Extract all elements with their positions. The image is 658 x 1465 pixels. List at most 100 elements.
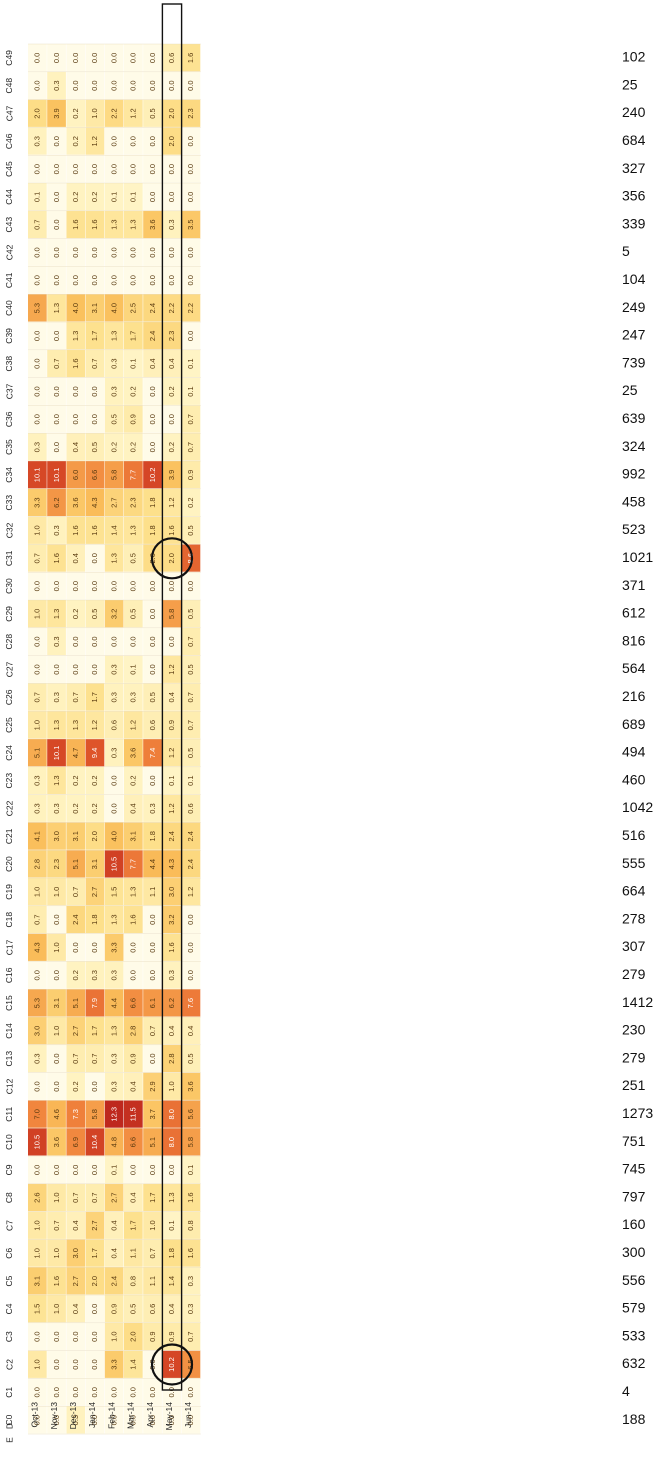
heatmap-cell <box>47 1128 66 1156</box>
heatmap-cell <box>66 1072 86 1100</box>
cell-value: 0.3 <box>109 1081 118 1091</box>
heatmap-cell <box>47 711 66 739</box>
cell-value: 0.0 <box>129 1165 138 1175</box>
heatmap-cell <box>104 933 124 961</box>
cell-value: 0.0 <box>52 275 61 285</box>
heatmap-cell <box>66 322 86 350</box>
heatmap-cell <box>124 905 143 934</box>
cell-value: 1.0 <box>109 1331 118 1341</box>
cell-value: 0.0 <box>90 664 99 674</box>
heatmap-cell <box>66 989 86 1017</box>
cell-value: 5.3 <box>33 998 42 1008</box>
cell-value: 0.3 <box>186 1276 195 1286</box>
heatmap-cell <box>47 933 66 961</box>
cell-value: 0.1 <box>167 775 176 785</box>
heatmap-cell <box>28 405 47 433</box>
cell-value: 1.6 <box>90 219 99 229</box>
cell-value: 0.0 <box>52 53 61 63</box>
cell-value: 0.0 <box>71 664 80 674</box>
heatmap-cell <box>124 850 143 878</box>
cell-value: 5.3 <box>33 303 42 313</box>
cell-value: 1.6 <box>90 525 99 535</box>
cell-value: 8.6 <box>186 553 195 563</box>
heatmap-cell <box>85 71 105 100</box>
heatmap-cell <box>66 961 86 989</box>
heatmap-cell <box>162 349 182 378</box>
category-label: C2 <box>4 1359 14 1370</box>
cell-value: 1.6 <box>71 219 80 229</box>
total-value: 555 <box>622 855 646 871</box>
heatmap-cell <box>162 961 182 989</box>
heatmap-cell <box>66 405 86 433</box>
heatmap-cell <box>143 71 162 100</box>
month-label: Dec-13 <box>68 1402 78 1430</box>
category-label: C11 <box>4 1107 14 1122</box>
heatmap-cell <box>85 516 105 544</box>
heatmap-cell <box>162 1267 182 1295</box>
cell-value: 0.0 <box>148 581 157 591</box>
month-label: Apr-14 <box>145 1402 155 1428</box>
heatmap-cell <box>104 627 124 656</box>
cell-value: 0.9 <box>167 720 176 730</box>
total-value: 160 <box>622 1216 646 1232</box>
cell-value: 3.1 <box>129 831 138 841</box>
cell-value: 3.0 <box>71 1248 80 1258</box>
heatmap-cell <box>143 377 162 405</box>
total-value: 632 <box>622 1355 646 1371</box>
cell-value: 2.4 <box>186 859 195 869</box>
heatmap-cell <box>104 1128 124 1156</box>
heatmap-cell <box>181 1406 201 1434</box>
heatmap-cell <box>47 266 66 294</box>
cell-value: 0.0 <box>186 942 195 952</box>
cell-value: 0.5 <box>186 664 195 674</box>
cell-value: 1.6 <box>186 1192 195 1202</box>
cell-value: 0.7 <box>52 1220 61 1230</box>
heatmap-cell <box>66 349 86 378</box>
heatmap-cell <box>85 405 105 433</box>
cell-value: 9.4 <box>90 748 99 758</box>
heatmap-cell <box>124 572 143 600</box>
cell-value: 10.2 <box>167 1357 176 1372</box>
heatmap-cell <box>162 1128 182 1156</box>
heatmap-cell <box>28 294 47 322</box>
heatmap-cell <box>85 210 105 239</box>
cell-value: 0.0 <box>167 636 176 646</box>
cell-value: 1.1 <box>148 887 157 897</box>
total-value: 307 <box>622 938 646 954</box>
heatmap-cell <box>124 989 143 1017</box>
heatmap-cell <box>181 516 201 544</box>
heatmap-cell <box>124 655 143 683</box>
cell-value: 0.0 <box>186 914 195 924</box>
heatmap-cell <box>47 322 66 350</box>
cell-value: 0.0 <box>90 164 99 174</box>
category-label: C28 <box>4 634 14 650</box>
cell-value: 1.6 <box>167 525 176 535</box>
cell-value: 0.0 <box>148 609 157 619</box>
cell-value: 2.7 <box>71 1276 80 1286</box>
heatmap-cell <box>181 794 201 822</box>
heatmap-cell <box>85 822 105 850</box>
heatmap-cell <box>104 711 124 739</box>
heatmap-cell <box>124 933 143 961</box>
heatmap-cell <box>47 1350 66 1378</box>
heatmap-cell <box>28 905 47 934</box>
heatmap-cell <box>47 1295 66 1323</box>
cell-value: 0.0 <box>90 1359 99 1369</box>
heatmap-cell <box>104 294 124 322</box>
heatmap-cell <box>124 516 143 544</box>
heatmap-cell <box>85 127 105 155</box>
heatmap-cell <box>28 600 47 628</box>
heatmap-cell <box>181 127 201 155</box>
cell-value: 0.5 <box>148 692 157 702</box>
heatmap-cell <box>28 878 47 906</box>
cell-value: 1.3 <box>129 887 138 897</box>
heatmap-cell <box>181 572 201 600</box>
heatmap-cell <box>104 349 124 378</box>
category-label: C15 <box>4 995 14 1011</box>
heatmap-cell <box>181 933 201 961</box>
cell-value: 1.0 <box>52 942 61 952</box>
cell-value: 0.0 <box>167 192 176 202</box>
heatmap-cell <box>85 1100 105 1128</box>
heatmap-cell <box>28 1295 47 1323</box>
cell-value: 1.3 <box>109 914 118 924</box>
